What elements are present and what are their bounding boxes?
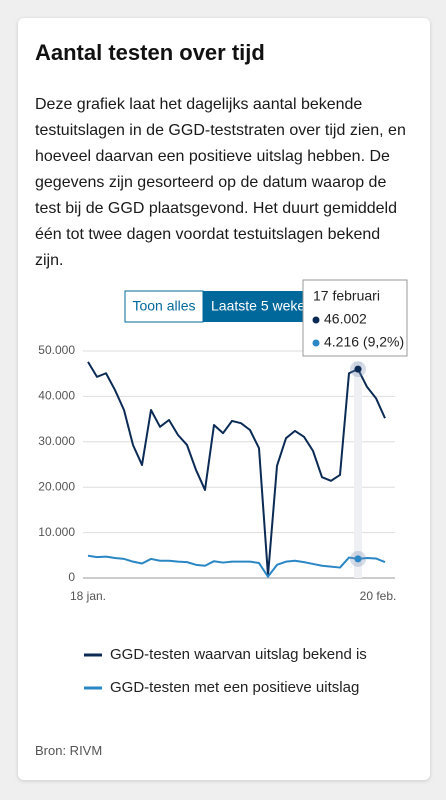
tooltip	[302, 279, 408, 357]
y-tick-label: 10.000	[38, 525, 75, 539]
tooltip-dot	[312, 316, 320, 324]
y-tick-label: 20.000	[38, 479, 75, 493]
tooltip-value: 46.002	[324, 311, 367, 327]
legend-label: GGD-testen waarvan uitslag bekend is	[110, 646, 367, 663]
tooltip-title: 17 februari	[313, 288, 380, 304]
y-tick-label: 40.000	[38, 389, 75, 403]
title: Aantal testen over tijd	[35, 40, 265, 65]
description: Deze grafiek laat het dagelijks aantal b…	[35, 96, 406, 269]
series-line	[87, 361, 386, 577]
button-label[interactable]: Toon alles	[132, 298, 195, 314]
tooltip-dot	[312, 339, 320, 347]
tooltip-value: 4.216 (9,2%)	[324, 334, 404, 350]
source: Bron: RIVM	[35, 743, 103, 758]
button[interactable]	[203, 291, 313, 322]
hover-point	[354, 365, 362, 373]
hover-band	[354, 362, 362, 578]
x-tick-label: 20 feb.	[360, 589, 397, 603]
series-line	[87, 554, 386, 578]
hover-point	[354, 555, 362, 563]
button-label[interactable]: Laatste 5 weken	[211, 298, 313, 314]
y-tick-label: 0	[68, 570, 75, 584]
x-tick-label: 18 jan.	[70, 589, 106, 603]
legend-label: GGD-testen met een positieve uitslag	[110, 679, 359, 696]
y-tick-label: 30.000	[38, 434, 75, 448]
y-tick-label: 50.000	[38, 343, 75, 357]
